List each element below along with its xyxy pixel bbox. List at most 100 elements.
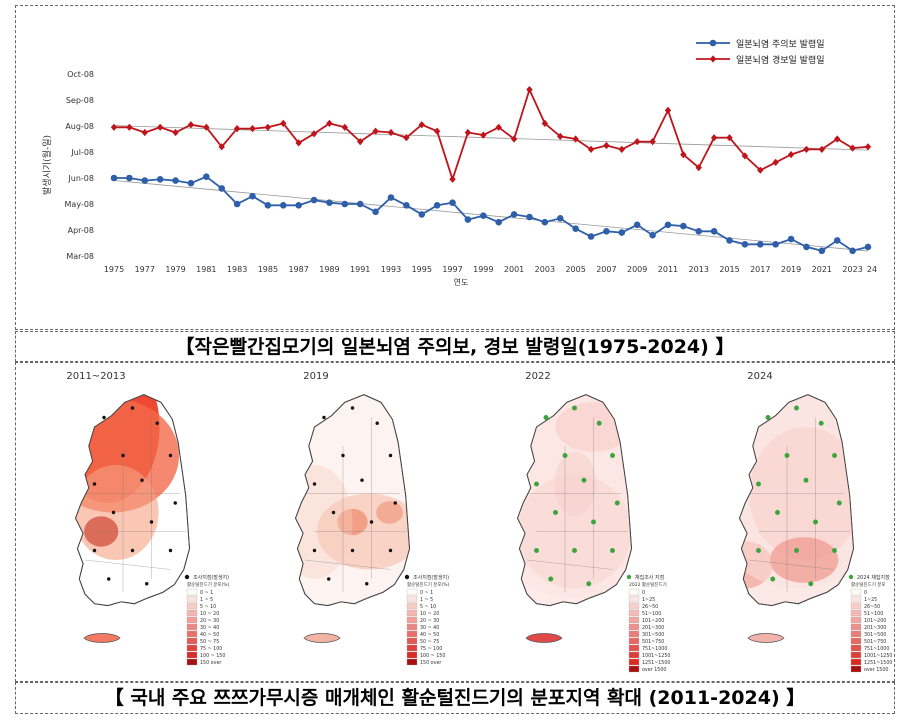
korea-border — [516, 394, 632, 607]
legend-marker — [709, 55, 717, 63]
legend-item-label: 0 ~ 1 — [420, 590, 433, 596]
legend-swatch — [406, 651, 418, 659]
legend-dot — [626, 574, 632, 580]
chart-panel: Mar-08 Apr-08 May-08 Jun-08 Jul-08 Aug-08 Sep-… — [15, 5, 895, 330]
legend-item-label: 40 ~ 50 — [420, 632, 439, 638]
sample-point — [803, 477, 809, 483]
sample-point — [534, 548, 539, 553]
legend-item-label: 1251~1500 — [642, 660, 670, 666]
series-point — [787, 151, 795, 159]
legend-item-label: 75 ~ 100 — [420, 646, 442, 652]
legend-swatch — [628, 616, 640, 624]
legend-item-label: 501~750 — [642, 639, 664, 645]
sample-point — [388, 453, 393, 458]
series-point — [649, 231, 656, 239]
series-point — [449, 199, 456, 206]
series-point — [864, 243, 872, 251]
y-tick-label: Oct-08 — [67, 70, 94, 79]
legend-swatch — [628, 651, 640, 659]
series-point — [126, 123, 133, 131]
sample-point — [818, 420, 824, 426]
sample-point — [130, 548, 135, 553]
series-point — [203, 173, 210, 180]
legend-swatch — [850, 651, 862, 659]
x-tick-label: 1983 — [227, 265, 247, 274]
series-point — [141, 128, 148, 137]
map-title: 2022 — [525, 371, 550, 382]
x-tick-label: 2017 — [750, 265, 770, 274]
legend-swatch — [406, 658, 418, 666]
sample-point — [548, 576, 554, 582]
legend-swatch — [186, 644, 198, 652]
y-tick-label: Jul-08 — [70, 148, 94, 157]
series-point — [203, 123, 210, 131]
sample-point — [756, 548, 761, 553]
trend-line — [113, 125, 869, 151]
series-point — [218, 185, 226, 192]
series-point — [418, 121, 425, 129]
legend-swatch — [850, 630, 862, 638]
series-point — [295, 139, 302, 147]
sample-point — [553, 510, 558, 515]
x-tick-label: 1991 — [350, 265, 370, 274]
legend-swatch — [850, 588, 862, 596]
legend-swatch — [628, 637, 640, 645]
series-point — [172, 177, 179, 184]
series-point — [664, 221, 672, 229]
sample-point — [534, 481, 539, 487]
legend-item-label: 751~1000 — [642, 646, 667, 652]
series-point — [357, 138, 364, 146]
series-point — [710, 134, 718, 142]
legend-swatch — [406, 623, 418, 631]
maps-caption-box: 【 국내 주요 쯔쯔가무시증 매개체인 활순털진드기의 분포지역 확대 (201… — [15, 682, 895, 714]
x-tick-label: 2009 — [627, 265, 647, 274]
chart-caption: 【작은빨간집모기의 일본뇌염 주의보, 경보 발령일(1975-2024) 】 — [175, 336, 735, 358]
legend-item-label: 101~200 — [642, 618, 664, 624]
legend-title: 채집조사 지점 — [635, 574, 664, 581]
sample-point — [581, 477, 587, 483]
legend-item-label: 20 ~ 30 — [420, 618, 439, 624]
legend-title: 조사지점(발생지) — [193, 574, 229, 581]
series-point — [818, 247, 826, 255]
series-point — [633, 138, 641, 146]
sample-point — [130, 406, 135, 410]
legend-title: 조사지점(발생지) — [413, 574, 449, 581]
legend-marker — [709, 39, 717, 47]
map-title: 2011~2013 — [66, 371, 125, 382]
heat-area — [739, 394, 854, 589]
jeju-island — [83, 633, 121, 643]
legend-item-label: 1 ~ 5 — [200, 597, 213, 603]
sample-point — [572, 548, 577, 553]
series-point — [495, 123, 502, 131]
x-tick-label: 1997 — [442, 265, 462, 274]
series-point — [187, 121, 195, 129]
legend-subtitle: 활순털진드기 분포(%) — [187, 581, 230, 588]
series-point — [680, 222, 687, 230]
series-point — [587, 145, 595, 153]
y-tick-label: Apr-08 — [68, 226, 94, 235]
legend-item-label: 1251~1500 — [864, 660, 892, 666]
series-point — [603, 141, 610, 150]
series-point — [787, 235, 795, 243]
series-point — [326, 199, 333, 206]
sample-point — [168, 548, 173, 553]
legend-title: 2024 채집지점 — [857, 574, 890, 581]
x-tick-label: 2011 — [658, 265, 678, 274]
sample-point — [832, 548, 837, 553]
series-point — [587, 233, 595, 240]
series-line-2 — [114, 87, 869, 183]
legend-item-label: 501~750 — [864, 639, 886, 645]
x-tick-label: 1981 — [196, 265, 216, 274]
legend-swatch — [406, 595, 418, 603]
series-point — [403, 134, 410, 142]
sample-point — [155, 421, 159, 425]
x-tick-label: 1989 — [319, 265, 339, 274]
series-point — [726, 134, 733, 142]
sample-point — [813, 519, 818, 525]
legend-dot — [404, 574, 410, 580]
series-point — [664, 106, 672, 114]
x-tick-label: 1999 — [473, 265, 493, 274]
legend-swatch — [850, 616, 862, 624]
series-point — [341, 200, 349, 208]
